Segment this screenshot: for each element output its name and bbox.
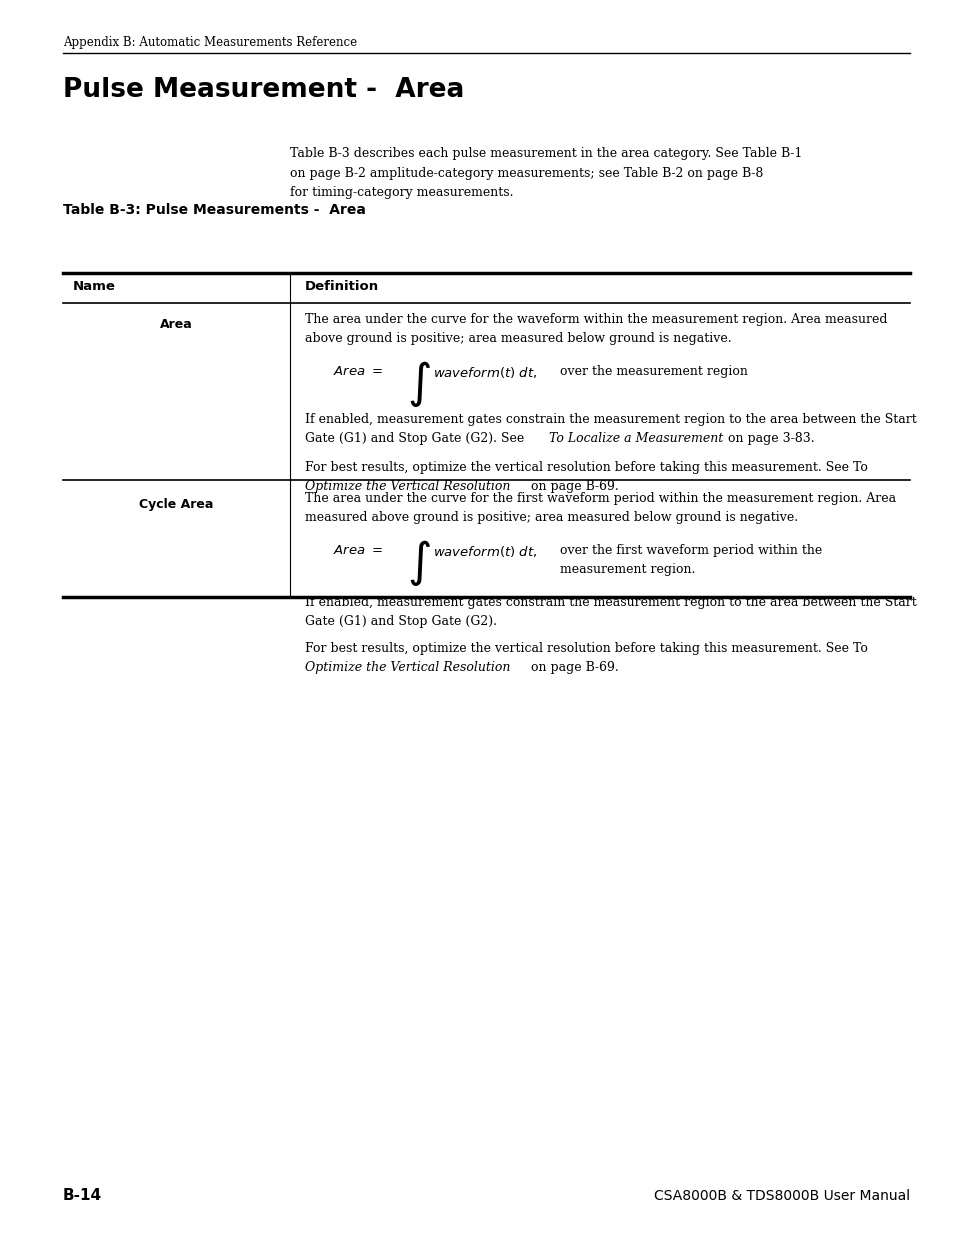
Text: on page B‑69.: on page B‑69. [526,661,618,674]
Text: Definition: Definition [305,280,378,293]
Text: CSA8000B & TDS8000B User Manual: CSA8000B & TDS8000B User Manual [653,1189,909,1203]
Text: Appendix B: Automatic Measurements Reference: Appendix B: Automatic Measurements Refer… [63,36,356,49]
Text: measurement region.: measurement region. [559,563,695,576]
Text: Gate (G1) and Stop Gate (G2).: Gate (G1) and Stop Gate (G2). [305,615,497,629]
Text: for timing-category measurements.: for timing-category measurements. [290,186,513,199]
Text: To Localize a Measurement: To Localize a Measurement [549,432,723,445]
Text: The area under the curve for the first waveform period within the measurement re: The area under the curve for the first w… [305,492,895,505]
Text: Name: Name [73,280,115,293]
Text: measured above ground is positive; area measured below ground is negative.: measured above ground is positive; area … [305,511,798,524]
Text: on page 3‑83.: on page 3‑83. [722,432,813,445]
Text: over the measurement region: over the measurement region [559,366,747,378]
Text: Table B-3: Pulse Measurements -  Area: Table B-3: Pulse Measurements - Area [63,203,366,217]
Text: $\int$: $\int$ [407,537,431,588]
Text: Cycle Area: Cycle Area [139,498,213,511]
Text: on page B‑2 amplitude-category measurements; see Table B‑2 on page B‑8: on page B‑2 amplitude-category measureme… [290,167,762,179]
Text: $\mathit{Area}\ =\ $: $\mathit{Area}\ =\ $ [333,543,382,557]
Text: If enabled, measurement gates constrain the measurement region to the area betwe: If enabled, measurement gates constrain … [305,412,916,426]
Text: Optimize the Vertical Resolution: Optimize the Vertical Resolution [305,480,510,493]
Text: B-14: B-14 [63,1188,102,1203]
Text: $\int$: $\int$ [407,358,431,409]
Text: Table B‑3 describes each pulse measurement in the area category. See Table B‑1: Table B‑3 describes each pulse measureme… [290,147,801,161]
Text: For best results, optimize the vertical resolution before taking this measuremen: For best results, optimize the vertical … [305,461,867,474]
Text: Area: Area [160,317,193,331]
Text: over the first waveform period within the: over the first waveform period within th… [559,543,821,557]
Text: above ground is positive; area measured below ground is negative.: above ground is positive; area measured … [305,332,731,345]
Text: on page B‑69.: on page B‑69. [526,480,618,493]
Text: $\mathit{waveform}(t)\ \mathit{dt},$: $\mathit{waveform}(t)\ \mathit{dt},$ [433,366,537,380]
Text: $\mathit{Area}\ =\ $: $\mathit{Area}\ =\ $ [333,366,382,378]
Text: If enabled, measurement gates constrain the measurement region to the area betwe: If enabled, measurement gates constrain … [305,597,916,609]
Text: The area under the curve for the waveform within the measurement region. Area me: The area under the curve for the wavefor… [305,312,886,326]
Text: Pulse Measurement -  Area: Pulse Measurement - Area [63,77,464,103]
Text: Optimize the Vertical Resolution: Optimize the Vertical Resolution [305,661,510,674]
Text: Gate (G1) and Stop Gate (G2). See: Gate (G1) and Stop Gate (G2). See [305,432,528,445]
Text: For best results, optimize the vertical resolution before taking this measuremen: For best results, optimize the vertical … [305,642,867,655]
Text: $\mathit{waveform}(t)\ \mathit{dt},$: $\mathit{waveform}(t)\ \mathit{dt},$ [433,543,537,559]
